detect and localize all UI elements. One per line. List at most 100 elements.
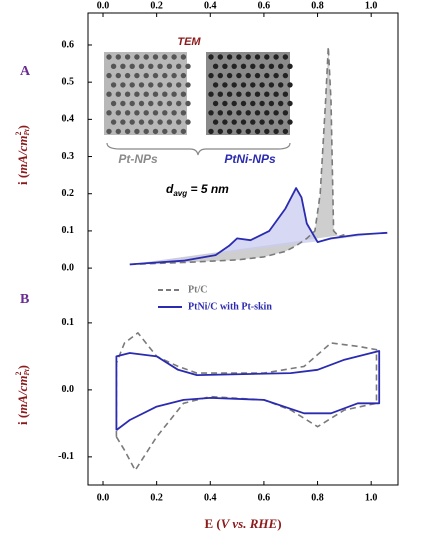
tem-particle [250, 82, 255, 87]
x-axis-label-part: ) [277, 516, 281, 531]
tem-particle [171, 110, 176, 115]
tem-particle [116, 54, 121, 59]
tem-particle [167, 119, 172, 124]
tem-particle [111, 82, 116, 87]
tem-particle [213, 82, 218, 87]
tem-particle [241, 64, 246, 69]
tem-particle [153, 73, 158, 78]
tem-particle [222, 101, 227, 106]
tem-particle [167, 64, 172, 69]
tem-particle [167, 82, 172, 87]
tem-particle [236, 129, 241, 134]
tem-particle [185, 119, 190, 124]
x-tick-label: 0.6 [258, 492, 271, 503]
tem-particle [236, 54, 241, 59]
tem-particle [176, 82, 181, 87]
tem-particle [213, 119, 218, 124]
y-axis-label-part: 2 [14, 372, 23, 376]
tem-particle [134, 129, 139, 134]
tem-particle [120, 64, 125, 69]
tem-particle [250, 119, 255, 124]
y-axis-label-part: mA/cm [15, 376, 30, 414]
tem-particle [144, 54, 149, 59]
tem-particle [106, 92, 111, 97]
tem-particle [125, 129, 130, 134]
tem-particle [287, 82, 292, 87]
tem-particle [264, 92, 269, 97]
tem-particle [264, 110, 269, 115]
y-tick-label: 0.2 [62, 188, 75, 199]
tem-particle [171, 73, 176, 78]
tem-particle [157, 101, 162, 106]
panel-label: B [20, 292, 29, 307]
tem-particle [232, 82, 237, 87]
y-axis-label-part: ) [15, 125, 30, 129]
tem-particle [278, 119, 283, 124]
x-tick-label: 0.0 [97, 0, 110, 11]
tem-particle [185, 82, 190, 87]
tem-particle [232, 64, 237, 69]
tem-particle [125, 110, 130, 115]
tem-particle [162, 54, 167, 59]
tem-particle [120, 119, 125, 124]
inset-title: TEM [177, 36, 201, 48]
tem-particle [130, 119, 135, 124]
tem-particle [116, 110, 121, 115]
x-tick-label: 0.4 [204, 492, 217, 503]
tem-particle [120, 82, 125, 87]
tem-particle [273, 54, 278, 59]
tem-particle [259, 101, 264, 106]
tem-images [104, 52, 293, 135]
tem-particle [148, 64, 153, 69]
tem-particle [153, 92, 158, 97]
tem-particle [227, 110, 232, 115]
tem-particle [246, 110, 251, 115]
tem-particle [213, 64, 218, 69]
tem-particle [116, 129, 121, 134]
y-tick-label: 0.1 [62, 225, 75, 236]
y-tick-label: 0.0 [62, 262, 75, 273]
tem-particle [278, 64, 283, 69]
tem-particle [144, 129, 149, 134]
tem-particle [157, 119, 162, 124]
tem-particle [181, 92, 186, 97]
x-tick-label: 0.8 [311, 492, 324, 503]
tem-particle [283, 110, 288, 115]
tem-particle [134, 73, 139, 78]
tem-particle [116, 73, 121, 78]
tem-particle [148, 82, 153, 87]
inset-label: PtNi-NPs [224, 152, 276, 166]
y-tick-label: 0.5 [62, 76, 75, 87]
tem-particle [176, 101, 181, 106]
tem-particle [181, 73, 186, 78]
y-tick-label: 0.4 [62, 114, 75, 125]
tem-particle [218, 129, 223, 134]
tem-particle [227, 129, 232, 134]
tem-particle [167, 101, 172, 106]
tem-particle [157, 82, 162, 87]
tem-particle [264, 54, 269, 59]
tem-particle [283, 73, 288, 78]
tem-particle [241, 119, 246, 124]
tem-particle [283, 54, 288, 59]
y-axis-label-part: ) [15, 365, 30, 369]
tem-particle [255, 92, 260, 97]
y-axis-label: i (mA/cm2Pt) [14, 125, 31, 185]
tem-particle [278, 82, 283, 87]
tem-particle [144, 110, 149, 115]
tem-particle [134, 54, 139, 59]
tem-particle [162, 110, 167, 115]
tem-particle [176, 119, 181, 124]
tem-particle [125, 92, 130, 97]
x-tick-label: 0.2 [150, 492, 163, 503]
y-axis-label: i (mA/cm2Pt) [14, 365, 31, 425]
tem-particle [287, 64, 292, 69]
tem-particle [208, 129, 213, 134]
y-axis-label-part: i ( [15, 414, 30, 425]
tem-particle [255, 54, 260, 59]
tem-particle [139, 82, 144, 87]
tem-particle [269, 82, 274, 87]
tem-particle [259, 119, 264, 124]
inset-label: Pt-NPs [118, 152, 158, 166]
tem-particle [176, 64, 181, 69]
